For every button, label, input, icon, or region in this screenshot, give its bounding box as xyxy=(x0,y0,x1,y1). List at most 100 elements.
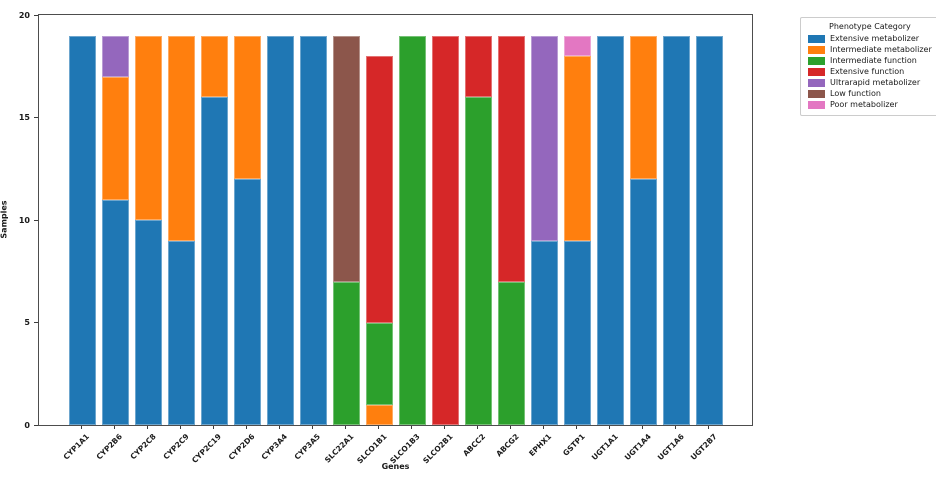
bar-segment xyxy=(497,281,525,425)
bar-segment xyxy=(695,35,723,425)
bar-segment xyxy=(134,220,162,425)
bar-segment xyxy=(662,35,690,425)
x-tick-mark xyxy=(543,426,544,429)
bar-segment xyxy=(497,35,525,282)
x-tick-mark xyxy=(708,426,709,429)
y-tick-label: 15 xyxy=(18,113,30,122)
legend-label: Intermediate metabolizer xyxy=(830,45,932,54)
y-tick-mark xyxy=(34,14,38,16)
legend-entry: Poor metabolizer xyxy=(808,99,932,110)
x-tick-mark xyxy=(213,426,214,429)
bar-segment xyxy=(167,35,195,241)
x-tick-label: CYP2C8 xyxy=(128,432,158,462)
bar-segment xyxy=(200,97,228,425)
x-tick-mark xyxy=(675,426,676,429)
bar-segment xyxy=(530,240,558,425)
y-tick-mark xyxy=(34,219,38,221)
x-tick-label: UGT1A4 xyxy=(622,432,653,463)
x-tick-mark xyxy=(444,426,445,429)
plot-area xyxy=(38,14,753,426)
bar-segment xyxy=(68,35,96,425)
x-tick-label: SLCO1B3 xyxy=(387,432,422,466)
x-tick-mark xyxy=(576,426,577,429)
bar-segment xyxy=(596,35,624,425)
bar-segment xyxy=(332,35,360,282)
legend-swatch xyxy=(808,78,825,87)
x-tick-label: CYP2C19 xyxy=(190,432,224,465)
bar-segment xyxy=(563,240,591,425)
legend-entry: Extensive function xyxy=(808,66,932,77)
x-tick-label: CYP2B6 xyxy=(94,432,125,462)
bar-segment xyxy=(101,199,129,425)
x-tick-mark xyxy=(81,426,82,429)
legend-label: Low function xyxy=(830,89,881,98)
y-tick-mark xyxy=(34,117,38,118)
x-axis-label: Genes xyxy=(381,462,410,471)
legend-swatch xyxy=(808,34,825,43)
x-tick-mark xyxy=(477,426,478,429)
x-tick-mark xyxy=(114,426,115,429)
x-tick-mark xyxy=(180,426,181,429)
bar-segment xyxy=(101,35,129,77)
x-tick-label: SLCO2B1 xyxy=(420,432,455,466)
y-tick-label: 10 xyxy=(18,215,30,225)
x-tick-label: CYP3A4 xyxy=(259,432,290,462)
x-tick-mark xyxy=(609,426,610,429)
x-tick-label: CYP2C9 xyxy=(161,432,191,462)
legend-title: Phenotype Category xyxy=(829,22,911,31)
bar-segment xyxy=(233,179,261,425)
legend: Phenotype Category Extensive metabolizer… xyxy=(800,17,936,116)
legend-entry: Intermediate function xyxy=(808,55,932,66)
bar-segment xyxy=(464,97,492,425)
bar-segment xyxy=(398,35,426,425)
bar-segment xyxy=(629,35,657,179)
bar-segment xyxy=(629,179,657,425)
legend-rows: Extensive metabolizer Intermediate metabo… xyxy=(808,33,932,110)
y-tick-label: 20 xyxy=(18,10,30,20)
x-tick-label: SLCO1B1 xyxy=(354,432,389,466)
x-tick-mark xyxy=(147,426,148,429)
x-tick-label: UGT2B7 xyxy=(688,432,719,462)
x-tick-label: CYP2D6 xyxy=(226,432,257,462)
x-tick-mark xyxy=(312,426,313,429)
x-tick-label: UGT1A6 xyxy=(655,432,686,463)
x-tick-label: ABCG2 xyxy=(493,432,521,459)
x-tick-label: GSTP1 xyxy=(560,432,587,458)
bar-segment xyxy=(431,35,459,425)
bar-segment xyxy=(365,56,393,323)
legend-swatch xyxy=(808,89,825,98)
x-tick-mark xyxy=(642,426,643,429)
bar-segment xyxy=(233,35,261,179)
x-tick-label: UGT1A1 xyxy=(589,432,620,463)
x-tick-mark xyxy=(279,426,280,429)
legend-label: Extensive metabolizer xyxy=(830,34,920,43)
bar-segment xyxy=(464,35,492,97)
y-tick-label: 5 xyxy=(24,318,30,327)
bar-segment xyxy=(266,35,294,425)
legend-entry: Low function xyxy=(808,88,932,99)
legend-label: Poor metabolizer xyxy=(830,100,898,109)
legend-entry: Intermediate metabolizer xyxy=(808,44,932,55)
bar-segment xyxy=(299,35,327,425)
bar-segment xyxy=(332,281,360,425)
x-tick-mark xyxy=(246,426,247,429)
bar-segment xyxy=(134,35,162,220)
x-tick-label: SLC22A1 xyxy=(322,432,356,465)
legend-swatch xyxy=(808,56,825,65)
bar-segment xyxy=(530,35,558,241)
y-tick-mark xyxy=(34,424,38,426)
x-tick-mark xyxy=(411,426,412,429)
legend-label: Intermediate function xyxy=(830,56,917,65)
legend-entry: Extensive metabolizer xyxy=(808,33,932,44)
bar-segment xyxy=(101,76,129,200)
x-tick-mark xyxy=(378,426,379,429)
legend-swatch xyxy=(808,45,825,54)
bar-segment xyxy=(365,404,393,425)
bar-segment xyxy=(563,56,591,241)
x-tick-label: ABCC2 xyxy=(461,432,488,458)
legend-swatch xyxy=(808,100,825,109)
y-tick-label: 0 xyxy=(24,420,30,430)
y-tick-mark xyxy=(34,322,38,323)
bar-segment xyxy=(365,322,393,405)
